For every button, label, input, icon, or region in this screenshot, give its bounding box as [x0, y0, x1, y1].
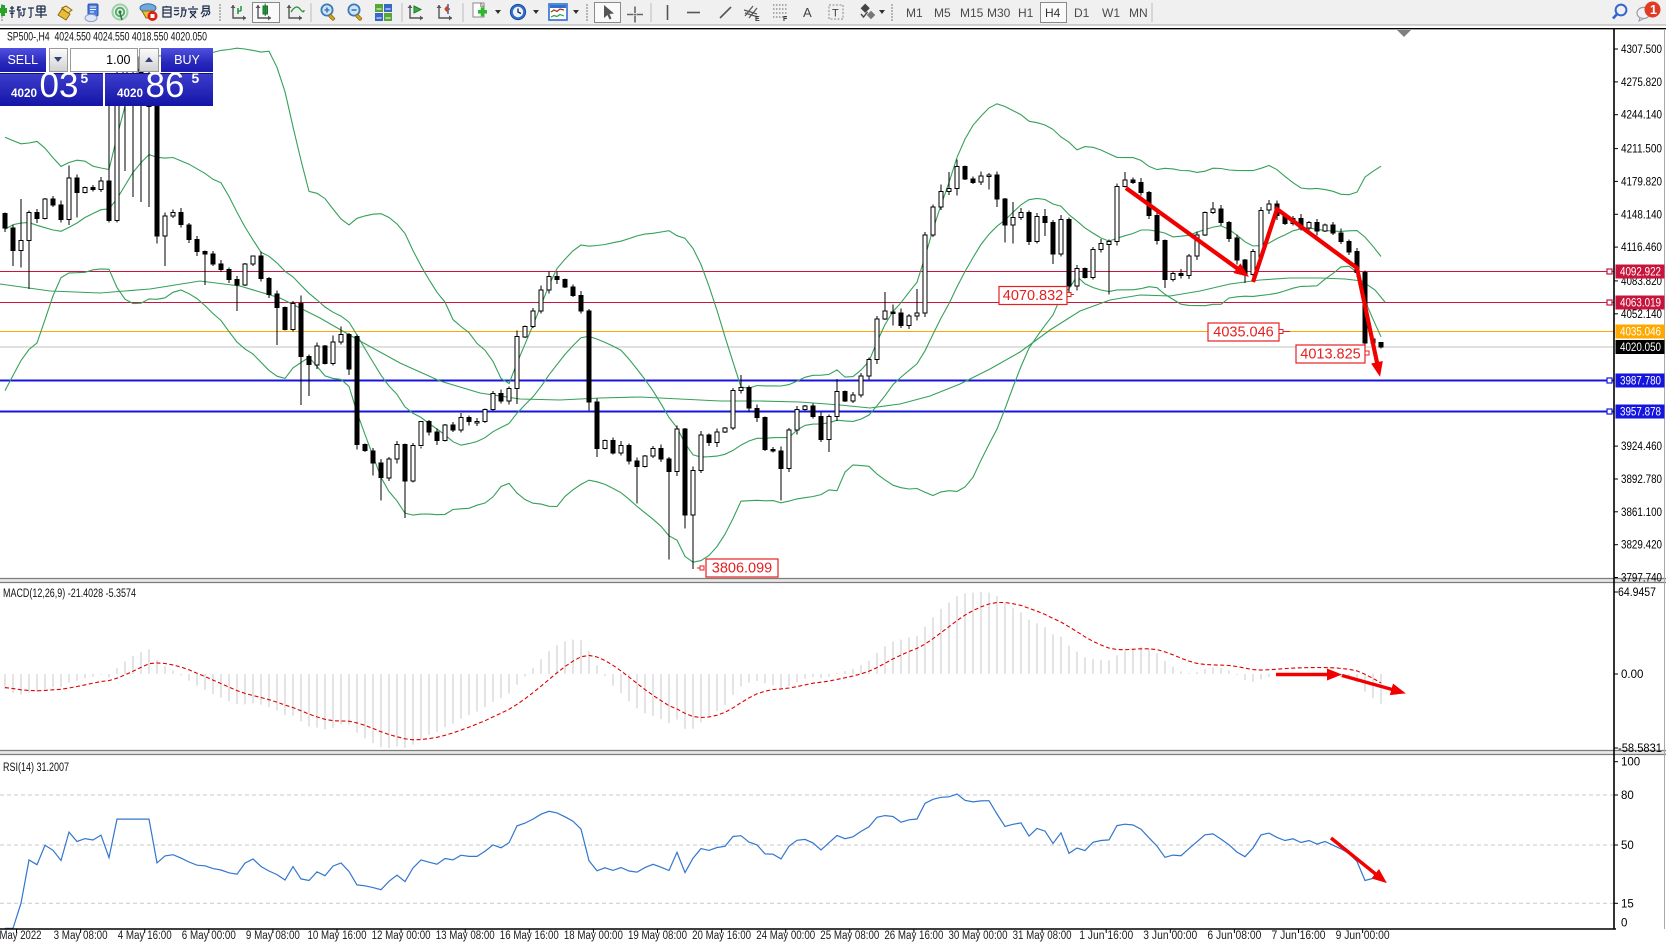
svg-text:3829.420: 3829.420 [1621, 540, 1662, 552]
svg-text:-58.5831: -58.5831 [1618, 743, 1662, 755]
svg-text:MN: MN [1129, 6, 1148, 20]
svg-text:4179.820: 4179.820 [1621, 176, 1662, 188]
svg-text:H4: H4 [1045, 6, 1061, 20]
svg-text:T: T [832, 8, 839, 20]
svg-text:12 May 00:00: 12 May 00:00 [372, 930, 431, 942]
svg-text:26 May 16:00: 26 May 16:00 [884, 930, 943, 942]
svg-text:3806.099: 3806.099 [712, 561, 772, 577]
svg-text:18 May 00:00: 18 May 00:00 [564, 930, 623, 942]
svg-text:4307.500: 4307.500 [1621, 44, 1662, 56]
svg-text:50: 50 [1621, 840, 1634, 852]
svg-text:SP500-,H4 4024.550 4024.550 4: SP500-,H4 4024.550 4024.550 4018.550 402… [7, 32, 207, 44]
svg-text:24 May 00:00: 24 May 00:00 [756, 930, 815, 942]
svg-text:3797.740: 3797.740 [1621, 573, 1662, 585]
svg-text:31 May 08:00: 31 May 08:00 [1013, 930, 1072, 942]
svg-text:16 May 16:00: 16 May 16:00 [500, 930, 559, 942]
svg-text:2 May 2022: 2 May 2022 [0, 930, 42, 942]
svg-text:0.00: 0.00 [1621, 669, 1643, 681]
svg-text:D1: D1 [1074, 6, 1090, 20]
svg-text:3 May 08:00: 3 May 08:00 [54, 930, 108, 942]
svg-text:64.9457: 64.9457 [1618, 587, 1656, 599]
svg-text:7 Jun 16:00: 7 Jun 16:00 [1272, 930, 1326, 942]
svg-text:4244.140: 4244.140 [1621, 110, 1662, 122]
svg-text:3 Jun 00:00: 3 Jun 00:00 [1143, 930, 1197, 942]
svg-text:80: 80 [1621, 790, 1634, 802]
svg-text:4070.832: 4070.832 [1003, 288, 1063, 304]
svg-text:4148.140: 4148.140 [1621, 209, 1662, 221]
svg-text:M30: M30 [987, 6, 1011, 20]
svg-text:19 May 08:00: 19 May 08:00 [628, 930, 687, 942]
svg-text:4275.820: 4275.820 [1621, 77, 1662, 89]
svg-text:4020.050: 4020.050 [1620, 342, 1661, 354]
svg-text:4116.460: 4116.460 [1621, 242, 1662, 254]
svg-text:0: 0 [1621, 918, 1627, 930]
svg-text:RSI(14) 31.2007: RSI(14) 31.2007 [3, 762, 69, 774]
svg-text:30 May 00:00: 30 May 00:00 [949, 930, 1008, 942]
svg-text:MACD(12,26,9) -21.4028 -5.3574: MACD(12,26,9) -21.4028 -5.3574 [3, 588, 136, 600]
svg-text:4035.046: 4035.046 [1620, 327, 1661, 339]
svg-text:3957.878: 3957.878 [1620, 407, 1661, 419]
svg-text:9 May 08:00: 9 May 08:00 [246, 930, 300, 942]
svg-text:W1: W1 [1102, 6, 1120, 20]
svg-text:6 Jun 08:00: 6 Jun 08:00 [1207, 930, 1261, 942]
svg-text:4052.140: 4052.140 [1621, 309, 1662, 321]
svg-text:1 Jun 16:00: 1 Jun 16:00 [1079, 930, 1133, 942]
svg-text:M5: M5 [934, 6, 951, 20]
svg-text:4063.019: 4063.019 [1620, 298, 1661, 310]
svg-text:4092.922: 4092.922 [1620, 267, 1661, 279]
svg-text:10 May 16:00: 10 May 16:00 [308, 930, 367, 942]
svg-text:15: 15 [1621, 898, 1634, 910]
svg-text:4211.500: 4211.500 [1621, 144, 1662, 156]
svg-text:H1: H1 [1018, 6, 1034, 20]
svg-text:4013.825: 4013.825 [1300, 347, 1360, 363]
svg-text:F: F [783, 16, 788, 23]
svg-text:100: 100 [1621, 757, 1640, 769]
svg-text:E: E [755, 16, 760, 23]
svg-text:9 Jun 00:00: 9 Jun 00:00 [1336, 930, 1390, 942]
svg-text:3861.100: 3861.100 [1621, 507, 1662, 519]
svg-text:3924.460: 3924.460 [1621, 441, 1662, 453]
svg-text:4 May 16:00: 4 May 16:00 [118, 930, 172, 942]
svg-text:4083.820: 4083.820 [1621, 276, 1662, 288]
svg-text:25 May 08:00: 25 May 08:00 [820, 930, 879, 942]
svg-text:1: 1 [1650, 3, 1657, 17]
svg-text:20 May 16:00: 20 May 16:00 [692, 930, 751, 942]
svg-text:13 May 08:00: 13 May 08:00 [436, 930, 495, 942]
svg-text:A: A [803, 5, 812, 20]
svg-text:M1: M1 [906, 6, 923, 20]
svg-text:4035.046: 4035.046 [1213, 325, 1273, 341]
svg-text:3987.780: 3987.780 [1620, 376, 1661, 388]
svg-text:M15: M15 [960, 6, 984, 20]
svg-text:6 May 00:00: 6 May 00:00 [182, 930, 236, 942]
svg-text:3892.780: 3892.780 [1621, 474, 1662, 486]
